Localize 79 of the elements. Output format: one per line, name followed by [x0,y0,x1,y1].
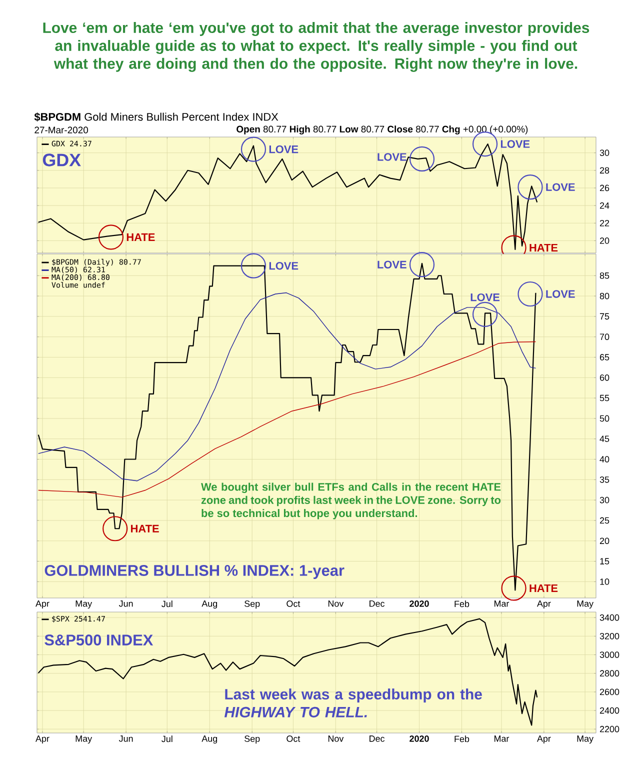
x-tick-label: Jun [118,600,133,607]
y-tick-label: 50 [600,415,610,422]
x-tick-label: Mar [494,600,510,607]
y-tick-label: 40 [600,456,610,462]
text: $BPGDM Gold Miners Bullish Percent Index INDX [34,112,278,122]
y-tick-label: 20 [600,238,610,244]
x-tick-label: Aug [202,600,218,609]
y-tick-label: 2200 [600,726,620,732]
y-tick-label: 26 [600,184,610,192]
annotation: LOVE [269,145,298,154]
x-tick-label: Mar [494,736,510,742]
y-tick-label: 24 [600,202,610,209]
y-tick-label: 30 [600,150,610,156]
x-tick-label: Apr [536,736,551,744]
y-tick-label: 70 [600,334,610,340]
y-tick-label: 20 [600,538,610,544]
annotation: LOVE [378,153,406,161]
annotation: Last week was a speedbump on the HIGHWAY TO HELL. [224,688,482,718]
x-tick-label: Oct [286,600,300,607]
text: Love ‘em or hate ‘em you've got to admit that the average investor provides an invaluable guide as to what to expect. It's really simple - you find out what they are doing and then do the opposite. Right now they're in love. [43,22,590,72]
x-tick-label: May [76,736,92,744]
y-tick-label: 15 [600,558,610,564]
x-tick-label: Dec [370,600,385,607]
y-tick-label: 3400 [600,614,620,621]
x-tick-label: Sep [244,736,260,744]
x-tick-label: Jun [118,736,133,742]
y-tick-label: 2600 [600,688,620,696]
y-tick-label: 55 [600,394,610,402]
x-tick-label: Nov [328,600,344,607]
y-tick-label: 75 [600,313,610,320]
annotation: LOVE [546,290,575,298]
y-tick-label: 10 [600,578,610,585]
text: GDX [42,154,81,166]
annotation: LOVE [269,262,298,270]
y-tick-label: 22 [600,220,610,226]
x-tick-label: Aug [202,736,218,744]
x-tick-label: Oct [286,736,300,742]
y-tick-label: 3200 [600,632,620,640]
text: GOLDMINERS BULLISH % INDEX: 1-year [44,565,344,579]
y-tick-label: 25 [600,517,610,524]
x-tick-label: 2020 [410,600,429,607]
y-tick-label: 60 [600,374,610,381]
x-tick-label: Apr [536,600,551,609]
y-tick-label: 3000 [600,652,620,658]
y-tick-label: 35 [600,476,610,483]
x-tick-label: Dec [370,736,385,742]
text: S&P500 INDEX [44,634,154,646]
x-tick-label: Nov [328,736,344,742]
annotation: LOVE [546,183,575,191]
y-tick-label: 30 [600,496,610,504]
y-tick-label: 28 [600,167,610,174]
annotation: We bought silver bull ETFs and Calls in the recent HATE zone and took profits last week in the LOVE zone. Sorry to be so technical but hope you understand. [201,482,501,520]
x-tick-label: 2020 [410,736,429,742]
annotation: LOVE [500,140,530,148]
annotation: HATE [530,584,558,592]
x-tick-label: Sep [244,600,260,609]
y-tick-label: 2400 [600,707,620,714]
annotation: HATE [530,244,558,252]
line-series [38,292,536,482]
x-tick-label: Apr [36,736,50,744]
y-tick-label: 2800 [600,670,620,677]
x-tick-label: Jul [162,600,172,608]
x-tick-label: May [577,600,594,609]
x-tick-label: May [577,736,594,744]
annotation: HATE [131,524,159,532]
y-tick-label: 80 [600,292,610,300]
x-tick-label: Feb [454,600,470,608]
text: Open 80.77 High 80.77 Low 80.77 Close 80.77 Chg +0.00 (+0.00%) [236,126,528,134]
x-tick-label: Apr [36,600,50,609]
x-tick-label: Feb [454,736,470,742]
annotation: LOVE [378,260,406,268]
text: 27-Mar-2020 [34,126,88,134]
x-tick-label: Jul [162,736,172,742]
annotation: HATE [126,233,155,241]
y-tick-label: 45 [600,436,610,442]
y-tick-label: 65 [600,354,610,360]
y-tick-label: 85 [600,272,610,279]
annotation: LOVE [470,293,500,302]
x-tick-label: May [76,600,92,609]
